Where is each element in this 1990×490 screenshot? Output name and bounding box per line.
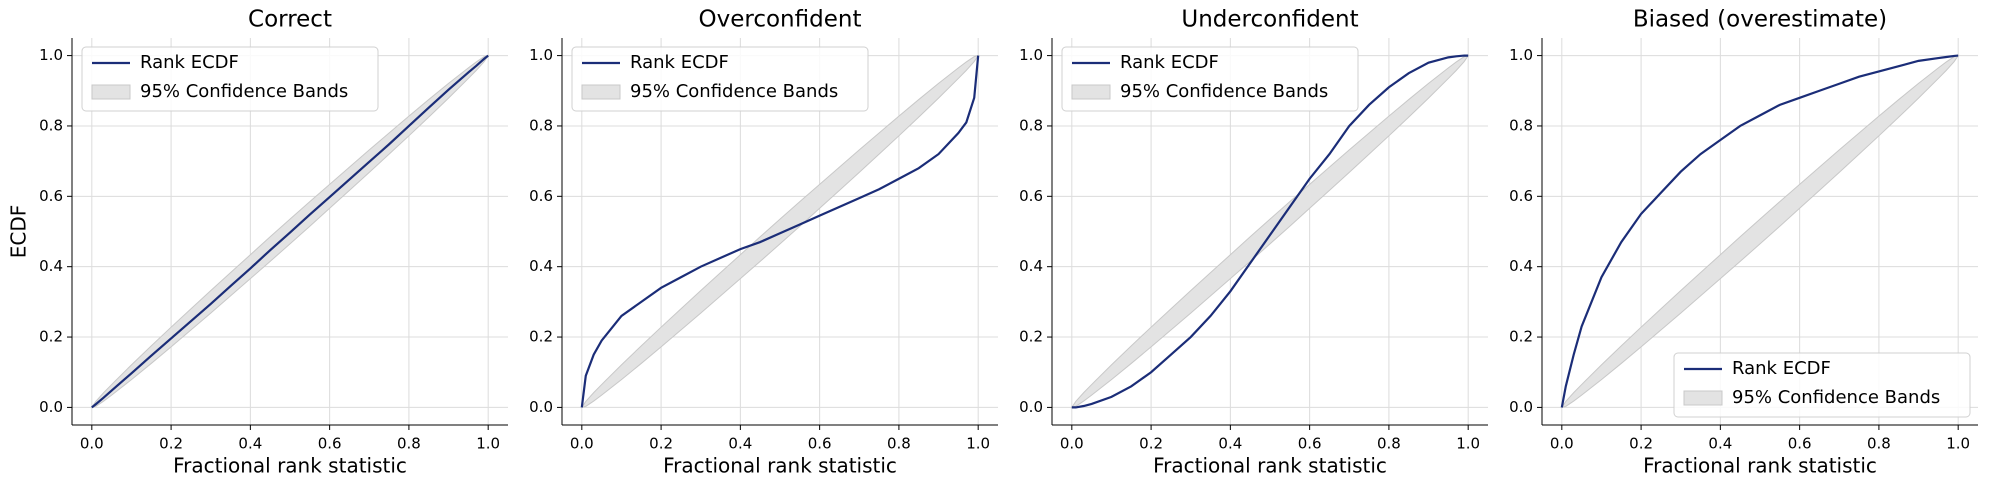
chart-title: Underconfident (1181, 7, 1358, 33)
x-tick-label: 0.6 (808, 435, 832, 453)
y-tick-label: 0.2 (1019, 328, 1043, 346)
y-tick-label: 0.2 (1509, 328, 1533, 346)
chart-panel: Correct Fractional rank statistic ECDF 0.0 0… (7, 7, 508, 478)
x-tick-label: 1.0 (1456, 435, 1480, 453)
x-axis-label: Fractional rank statistic (1643, 454, 1877, 478)
x-tick-label: 0.0 (80, 435, 104, 453)
legend-box (81, 46, 379, 112)
legend-label: 95% Confidence Bands (1732, 387, 1940, 408)
y-tick-label: 0.4 (1019, 257, 1043, 275)
legend-label: 95% Confidence Bands (630, 81, 838, 102)
y-tick-label: 0.6 (39, 187, 63, 205)
legend-label: Rank ECDF (1120, 52, 1219, 73)
y-tick-label: 0.8 (529, 116, 553, 134)
legend-box (1673, 352, 1971, 418)
ecdf-line (91, 54, 489, 409)
x-tick-label: 0.4 (1218, 435, 1242, 453)
x-tick-label: 0.6 (1788, 435, 1812, 453)
x-tick-label: 0.4 (238, 435, 262, 453)
legend-label: 95% Confidence Bands (1120, 81, 1328, 102)
legend-swatch (91, 84, 131, 100)
x-axis-label: Fractional rank statistic (663, 454, 897, 478)
x-tick-label: 0.2 (649, 435, 673, 453)
y-tick-label: 0.8 (1509, 116, 1533, 134)
chart-title: Overconfident (699, 7, 862, 33)
x-tick-label: 0.4 (1708, 435, 1732, 453)
y-tick-label: 0.6 (1019, 187, 1043, 205)
y-tick-label: 1.0 (1509, 46, 1533, 64)
x-tick-label: 0.8 (397, 435, 421, 453)
y-tick-label: 0.2 (529, 328, 553, 346)
x-tick-label: 0.0 (1060, 435, 1084, 453)
ecdf-line (1071, 54, 1469, 409)
legend-label: Rank ECDF (1732, 358, 1831, 379)
x-tick-label: 0.2 (159, 435, 183, 453)
y-tick-label: 0.2 (39, 328, 63, 346)
y-tick-label: 0.0 (1019, 398, 1043, 416)
y-tick-label: 0.8 (39, 116, 63, 134)
legend-swatch (1071, 84, 1111, 100)
x-tick-label: 0.2 (1629, 435, 1653, 453)
x-tick-label: 0.6 (318, 435, 342, 453)
y-tick-label: 1.0 (529, 46, 553, 64)
x-tick-label: 1.0 (966, 435, 990, 453)
y-tick-label: 1.0 (39, 46, 63, 64)
legend-label: Rank ECDF (140, 52, 239, 73)
y-tick-label: 0.8 (1019, 116, 1043, 134)
ecdf-line (580, 55, 980, 408)
y-tick-label: 0.4 (1509, 257, 1533, 275)
x-tick-label: 0.8 (887, 435, 911, 453)
x-tick-label: 0.2 (1139, 435, 1163, 453)
ecdf-line (1560, 54, 1959, 408)
x-tick-label: 0.8 (1377, 435, 1401, 453)
legend-swatch (1683, 390, 1723, 406)
y-tick-label: 0.0 (529, 398, 553, 416)
x-tick-label: 0.8 (1867, 435, 1891, 453)
x-tick-label: 1.0 (1946, 435, 1970, 453)
legend-label: Rank ECDF (630, 52, 729, 73)
x-tick-label: 0.4 (728, 435, 752, 453)
x-axis-label: Fractional rank statistic (1153, 454, 1387, 478)
chart-panel: Biased (overestimate) Fractional rank sta… (1509, 7, 1978, 478)
y-tick-label: 0.4 (529, 257, 553, 275)
x-tick-label: 0.6 (1298, 435, 1322, 453)
legend-box (571, 46, 869, 112)
chart-title: Biased (overestimate) (1633, 7, 1887, 33)
y-axis-label: ECDF (7, 205, 31, 259)
y-tick-label: 0.6 (529, 187, 553, 205)
y-tick-label: 0.0 (1509, 398, 1533, 416)
y-tick-label: 0.6 (1509, 187, 1533, 205)
chart-title: Correct (248, 7, 332, 33)
x-tick-label: 0.0 (570, 435, 594, 453)
legend-box (1061, 46, 1359, 112)
y-tick-label: 0.0 (39, 398, 63, 416)
y-tick-label: 0.4 (39, 257, 63, 275)
legend-swatch (581, 84, 621, 100)
x-axis-label: Fractional rank statistic (173, 454, 407, 478)
y-tick-label: 1.0 (1019, 46, 1043, 64)
x-tick-label: 0.0 (1550, 435, 1574, 453)
legend-label: 95% Confidence Bands (140, 81, 348, 102)
x-tick-label: 1.0 (476, 435, 500, 453)
